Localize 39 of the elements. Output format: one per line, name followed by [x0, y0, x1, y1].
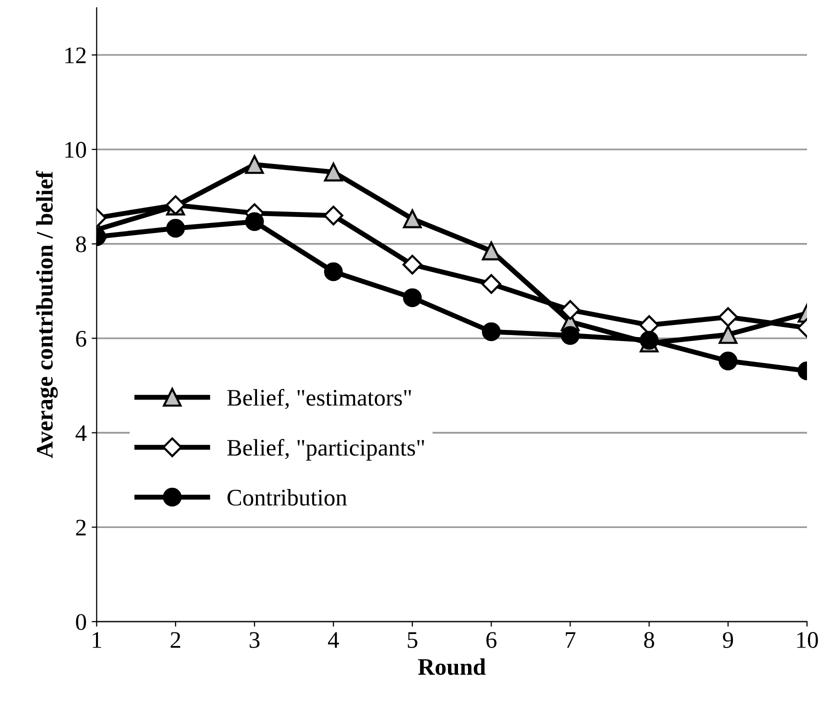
legend-label: Contribution	[228, 489, 347, 506]
point	[166, 218, 185, 238]
point	[718, 325, 738, 344]
point	[482, 322, 501, 342]
x-tick-label: 1	[92, 632, 102, 648]
legend-label: Belief, "participants"	[227, 438, 424, 461]
y-tick-label: 8	[76, 236, 86, 252]
x-tick-label: 8	[644, 632, 654, 648]
x-tick-label: 6	[486, 632, 496, 648]
point	[481, 274, 502, 294]
y-axis-title: Average contribution / belief	[36, 170, 58, 458]
x-tick-label: 4	[328, 632, 339, 648]
y-tick-label: 0	[76, 614, 86, 630]
x-tick-label: 10	[797, 632, 818, 648]
point	[324, 162, 343, 182]
point	[245, 155, 264, 174]
legend-label: Belief, "estimators"	[227, 388, 411, 410]
point	[718, 352, 738, 370]
point	[560, 326, 580, 345]
point	[245, 212, 264, 232]
point	[718, 307, 738, 327]
x-tick-label: 7	[566, 632, 576, 648]
point	[640, 330, 659, 350]
point	[402, 254, 422, 275]
point	[324, 206, 344, 226]
point	[560, 300, 580, 320]
x-axis-title: Round	[418, 658, 486, 675]
x-tick-label: 5	[408, 632, 418, 648]
point	[324, 262, 343, 282]
x-tick-label: 2	[170, 632, 180, 648]
x-tick-label: 3	[250, 632, 260, 648]
point	[402, 288, 422, 308]
y-tick-label: 2	[76, 520, 86, 536]
x-tick-label: 9	[722, 632, 734, 648]
y-tick-label: 12	[65, 48, 86, 64]
y-tick-label: 6	[76, 330, 86, 347]
y-tick-label: 10	[65, 142, 86, 158]
y-tick-label: 4	[76, 425, 87, 441]
point	[402, 209, 422, 228]
